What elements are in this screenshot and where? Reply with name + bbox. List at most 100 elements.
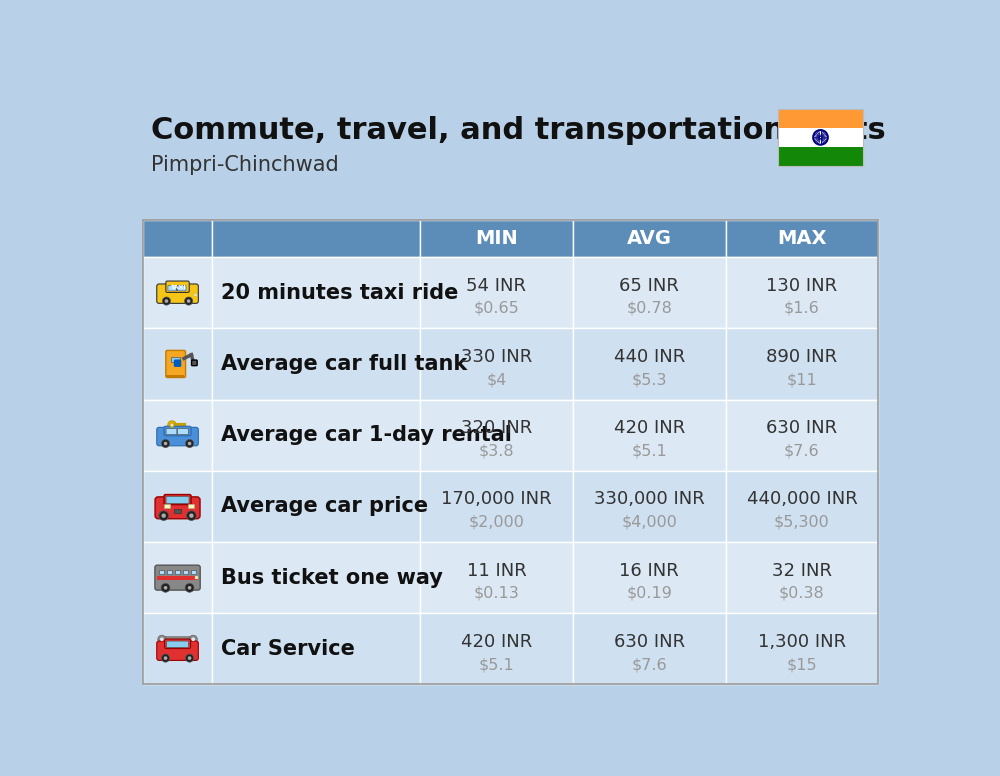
Text: Average car price: Average car price (221, 497, 429, 516)
FancyBboxPatch shape (167, 641, 188, 647)
FancyBboxPatch shape (174, 359, 181, 367)
Text: $5.1: $5.1 (479, 657, 514, 672)
Bar (191, 570, 196, 574)
Text: 1,300 INR: 1,300 INR (758, 632, 846, 651)
Text: $7.6: $7.6 (784, 443, 820, 459)
Text: TAXI: TAXI (170, 286, 185, 290)
Circle shape (189, 636, 197, 643)
Bar (420, 400, 573, 471)
Bar (174, 509, 181, 513)
Bar (143, 220, 878, 684)
FancyBboxPatch shape (165, 639, 191, 649)
Text: $3.8: $3.8 (479, 443, 514, 459)
Text: $2,000: $2,000 (469, 514, 524, 529)
Circle shape (161, 654, 170, 662)
Bar (726, 328, 878, 400)
Text: 330 INR: 330 INR (461, 348, 532, 365)
Bar (143, 257, 212, 328)
Bar (212, 542, 420, 613)
Text: 440 INR: 440 INR (614, 348, 685, 365)
FancyBboxPatch shape (166, 497, 189, 504)
Text: $4,000: $4,000 (621, 514, 677, 529)
Text: $4: $4 (486, 372, 507, 387)
Text: 20 minutes taxi ride: 20 minutes taxi ride (221, 282, 459, 303)
Text: 130 INR: 130 INR (766, 276, 837, 295)
Text: 630 INR: 630 INR (614, 632, 685, 651)
Bar (778, 128, 863, 147)
Bar (573, 328, 726, 400)
Bar (143, 220, 212, 257)
Text: 440,000 INR: 440,000 INR (747, 490, 857, 508)
Bar (181, 424, 183, 427)
Circle shape (162, 297, 171, 305)
Circle shape (158, 636, 166, 643)
Bar (573, 257, 726, 328)
Bar (726, 257, 878, 328)
Bar (175, 570, 180, 574)
Text: 420 INR: 420 INR (461, 632, 532, 651)
Text: MAX: MAX (777, 229, 827, 248)
Text: Commute, travel, and transportation costs: Commute, travel, and transportation cost… (151, 116, 885, 145)
Bar (212, 220, 420, 257)
Text: $15: $15 (787, 657, 817, 672)
Text: $0.65: $0.65 (474, 301, 519, 316)
FancyBboxPatch shape (166, 428, 177, 435)
Bar (778, 147, 863, 166)
Bar (166, 376, 184, 377)
Bar (573, 542, 726, 613)
Text: 32 INR: 32 INR (772, 562, 832, 580)
Bar (171, 357, 180, 362)
FancyBboxPatch shape (157, 428, 198, 446)
FancyBboxPatch shape (157, 284, 198, 303)
Bar (726, 613, 878, 684)
Bar (778, 109, 863, 166)
Text: Pimpri-Chinchwad: Pimpri-Chinchwad (151, 154, 338, 175)
Bar (143, 400, 212, 471)
Bar (143, 542, 212, 613)
Bar (212, 471, 420, 542)
Circle shape (187, 511, 196, 521)
Text: 11 INR: 11 INR (467, 562, 526, 580)
Text: $1.6: $1.6 (784, 301, 820, 316)
Bar (420, 328, 573, 400)
FancyBboxPatch shape (192, 360, 197, 365)
Circle shape (164, 442, 167, 445)
Text: 630 INR: 630 INR (766, 419, 837, 437)
Circle shape (189, 514, 194, 518)
Circle shape (165, 300, 168, 303)
Bar (212, 257, 420, 328)
Text: Bus ticket one way: Bus ticket one way (221, 567, 443, 587)
Bar (573, 220, 726, 257)
FancyBboxPatch shape (166, 351, 186, 377)
Bar (167, 570, 172, 574)
FancyBboxPatch shape (178, 286, 186, 291)
Text: Average car 1-day rental: Average car 1-day rental (221, 425, 512, 445)
Circle shape (161, 439, 170, 448)
Circle shape (168, 421, 176, 429)
Circle shape (185, 584, 194, 592)
Bar (212, 328, 420, 400)
Bar (420, 471, 573, 542)
Text: Car Service: Car Service (221, 639, 355, 659)
Bar (195, 576, 198, 579)
Text: Average car full tank: Average car full tank (221, 354, 468, 374)
Circle shape (188, 442, 191, 445)
Text: 16 INR: 16 INR (619, 562, 679, 580)
Text: 65 INR: 65 INR (619, 276, 679, 295)
Text: AVG: AVG (627, 229, 672, 248)
Circle shape (161, 584, 170, 592)
Text: 170,000 INR: 170,000 INR (441, 490, 552, 508)
Text: $0.38: $0.38 (779, 586, 825, 601)
Bar (188, 504, 194, 508)
Bar (420, 220, 573, 257)
Bar (726, 471, 878, 542)
Bar (420, 542, 573, 613)
Bar (726, 400, 878, 471)
Bar (143, 471, 212, 542)
Bar (212, 400, 420, 471)
Text: $11: $11 (787, 372, 817, 387)
Text: MIN: MIN (475, 229, 518, 248)
Text: $7.6: $7.6 (631, 657, 667, 672)
Bar (143, 613, 212, 684)
Circle shape (185, 439, 194, 448)
